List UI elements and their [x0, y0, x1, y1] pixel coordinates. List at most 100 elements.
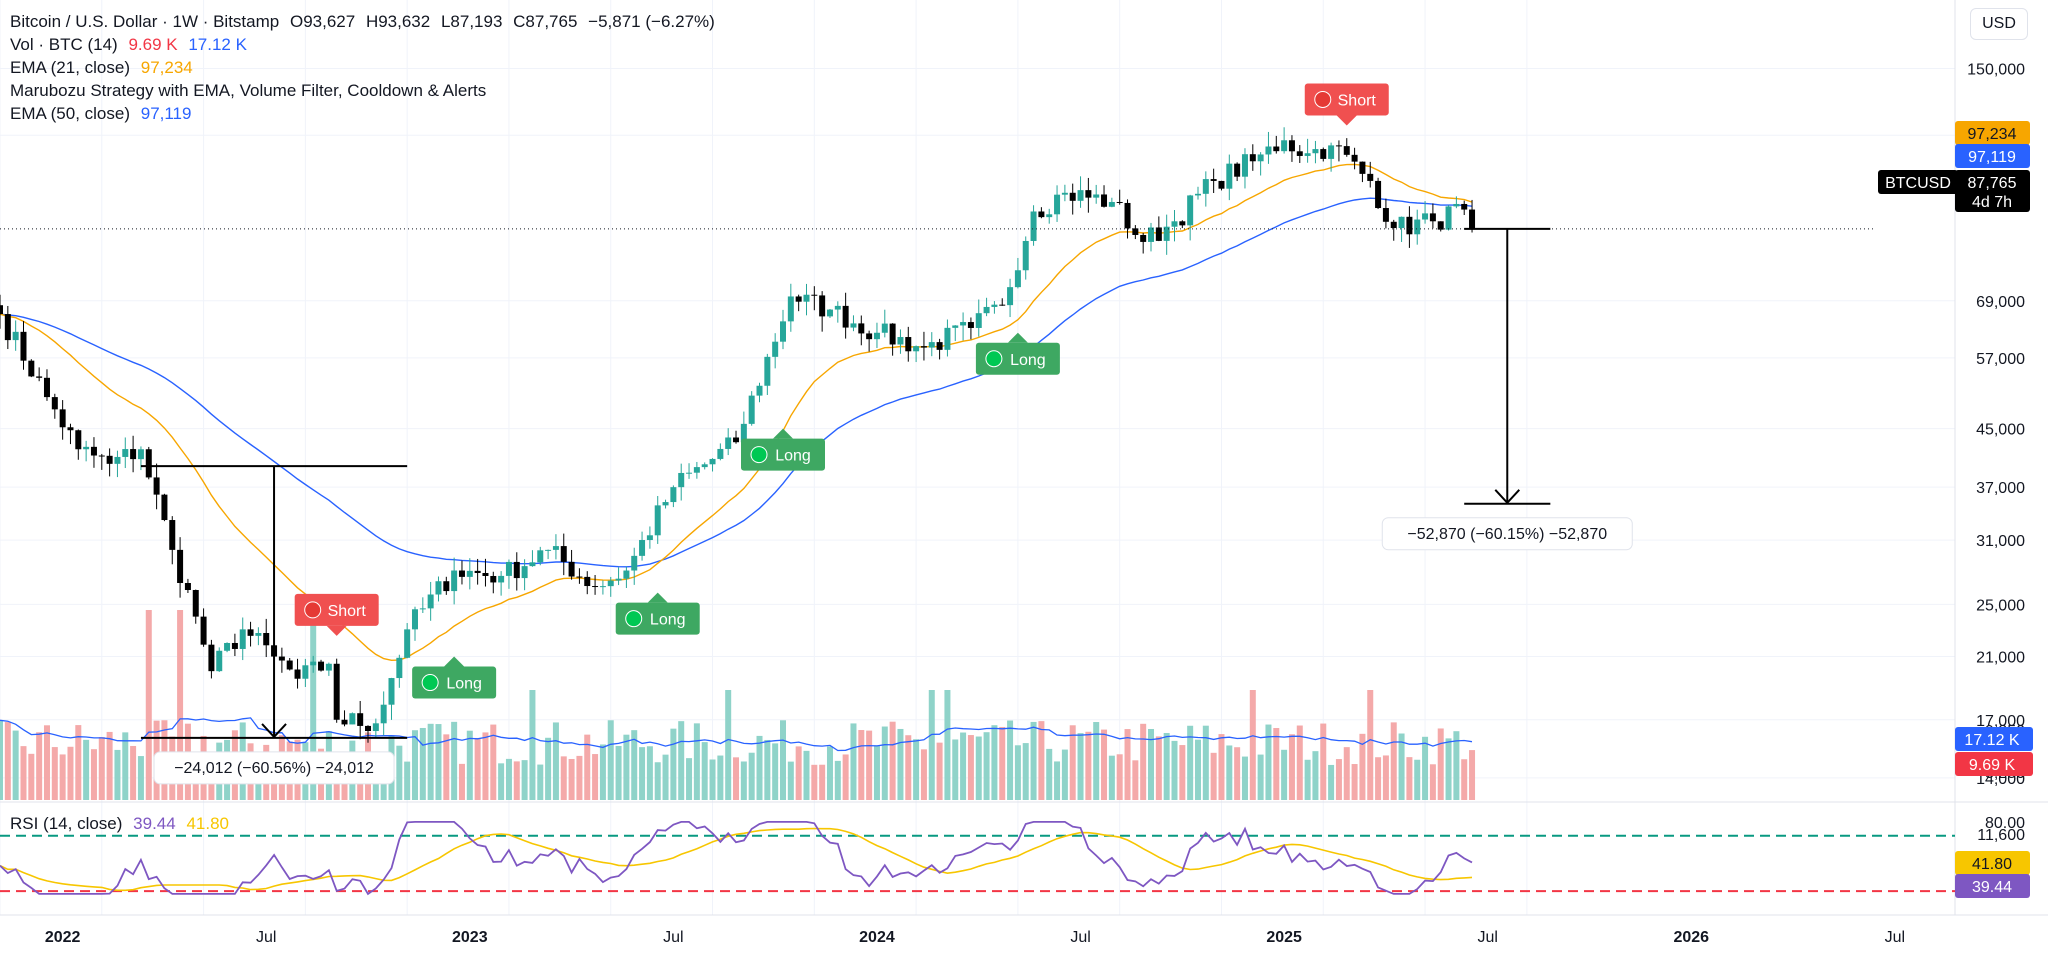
- volume-bar: [114, 749, 121, 800]
- candle: [404, 623, 411, 659]
- candle: [662, 499, 669, 509]
- volume-legend-row[interactable]: Vol · BTC (14) 9.69 K 17.12 K: [10, 33, 715, 56]
- candle: [529, 550, 536, 567]
- signal-pointer: [444, 656, 465, 667]
- candle: [325, 662, 332, 676]
- strategy-legend-row[interactable]: Marubozu Strategy with EMA, Volume Filte…: [10, 79, 715, 102]
- candle: [881, 309, 888, 338]
- ema21-legend-row[interactable]: EMA (21, close) 97,234: [10, 56, 715, 79]
- candle-body: [466, 570, 473, 577]
- candle-body: [106, 455, 113, 464]
- candle: [592, 574, 599, 595]
- candle: [725, 428, 732, 456]
- last-price-tag: BTCUSD 87,765 4d 7h: [1878, 170, 2030, 212]
- rsi-legend[interactable]: RSI (14, close) 39.44 41.80: [10, 814, 229, 834]
- volume-bar: [1453, 731, 1460, 800]
- volume-bar: [1398, 733, 1405, 800]
- chart-legend: Bitcoin / U.S. Dollar · 1W · Bitstamp O9…: [10, 10, 715, 125]
- candle-body: [1437, 221, 1444, 230]
- candle-body: [365, 725, 372, 732]
- candle-body: [1085, 190, 1092, 198]
- candle: [443, 576, 450, 595]
- volume-bar: [1140, 723, 1147, 800]
- candle: [427, 581, 434, 621]
- volume-bar: [1054, 761, 1061, 800]
- candle: [631, 547, 638, 585]
- rsi-value: 39.44: [133, 814, 176, 833]
- time-tick-label: Jul: [663, 929, 683, 946]
- candle-body: [1406, 216, 1413, 235]
- candle-body: [537, 550, 544, 563]
- candle-body: [411, 609, 418, 630]
- candle: [521, 559, 528, 591]
- signal-label: Long: [446, 676, 482, 693]
- volume-bar: [1046, 748, 1053, 800]
- candle: [905, 326, 912, 362]
- candle: [654, 496, 661, 544]
- signal-label: Short: [328, 603, 367, 620]
- candle-body: [1312, 149, 1319, 154]
- candle: [1108, 197, 1115, 208]
- candle: [552, 534, 559, 560]
- signal-box: [975, 342, 1060, 375]
- candle-body: [278, 656, 285, 661]
- candle-body: [505, 561, 512, 576]
- candle: [4, 305, 11, 350]
- candle: [842, 292, 849, 339]
- candle-body: [1351, 154, 1358, 162]
- candle: [169, 516, 176, 565]
- symbol-legend-row[interactable]: Bitcoin / U.S. Dollar · 1W · Bitstamp O9…: [10, 10, 715, 33]
- candle-body: [404, 629, 411, 658]
- ohlc-high: H93,632: [365, 12, 431, 31]
- candle: [701, 462, 708, 470]
- candle: [1093, 184, 1100, 204]
- volume-bar: [819, 764, 826, 800]
- candle-body: [443, 581, 450, 592]
- candle-body: [772, 341, 779, 357]
- volume-bar: [913, 739, 920, 800]
- volume-bar: [1148, 728, 1155, 800]
- candle-body: [607, 580, 614, 587]
- volume-bar: [1249, 690, 1256, 800]
- volume-bar: [498, 763, 505, 800]
- volume-label: Vol · BTC (14): [10, 35, 118, 54]
- candle: [1022, 236, 1029, 280]
- candle: [1335, 140, 1342, 162]
- currency-button[interactable]: USD: [1970, 8, 2028, 40]
- time-axis: 2022 Jul 2023 Jul 2024 Jul 2025 Jul 2026 Jul: [45, 929, 1905, 946]
- ema50-price-tag-text: 97,119: [1968, 149, 2016, 166]
- candle: [1288, 135, 1295, 162]
- measure-tool[interactable]: −52,870 (−60.15%) −52,870: [1381, 227, 1633, 551]
- measure-tool[interactable]: −24,012 (−60.56%) −24,012: [140, 465, 408, 785]
- signal-box: [615, 602, 700, 635]
- candle-body: [372, 723, 379, 732]
- ema21-price-tag-text: 97,234: [1968, 126, 2017, 143]
- ohlc-change: −5,871 (−6.27%): [588, 12, 715, 31]
- time-tick-label: Jul: [256, 929, 276, 946]
- candle-body: [208, 644, 215, 672]
- candle: [889, 323, 896, 356]
- candle: [106, 448, 113, 477]
- volume-bar: [1069, 725, 1076, 800]
- candle-body: [153, 477, 160, 495]
- volume-bar: [1007, 720, 1014, 800]
- ema21-price-tag: 97,234: [1955, 121, 2030, 145]
- ema50-legend-row[interactable]: EMA (50, close) 97,119: [10, 102, 715, 125]
- candle-body: [866, 333, 873, 340]
- volume-bar: [733, 757, 740, 800]
- signal-label: Long: [1010, 352, 1046, 369]
- volume-bar: [709, 759, 716, 800]
- volume-bar: [748, 752, 755, 800]
- candle: [1429, 203, 1436, 229]
- time-tick-label: 2023: [452, 929, 488, 946]
- long-signal: Long: [412, 656, 497, 699]
- volume-bar: [1429, 764, 1436, 800]
- candle-body: [560, 546, 567, 562]
- candle-body: [498, 575, 505, 583]
- candle-body: [686, 472, 693, 474]
- candle: [913, 345, 920, 363]
- candle-body: [396, 657, 403, 679]
- candle-body: [780, 321, 786, 342]
